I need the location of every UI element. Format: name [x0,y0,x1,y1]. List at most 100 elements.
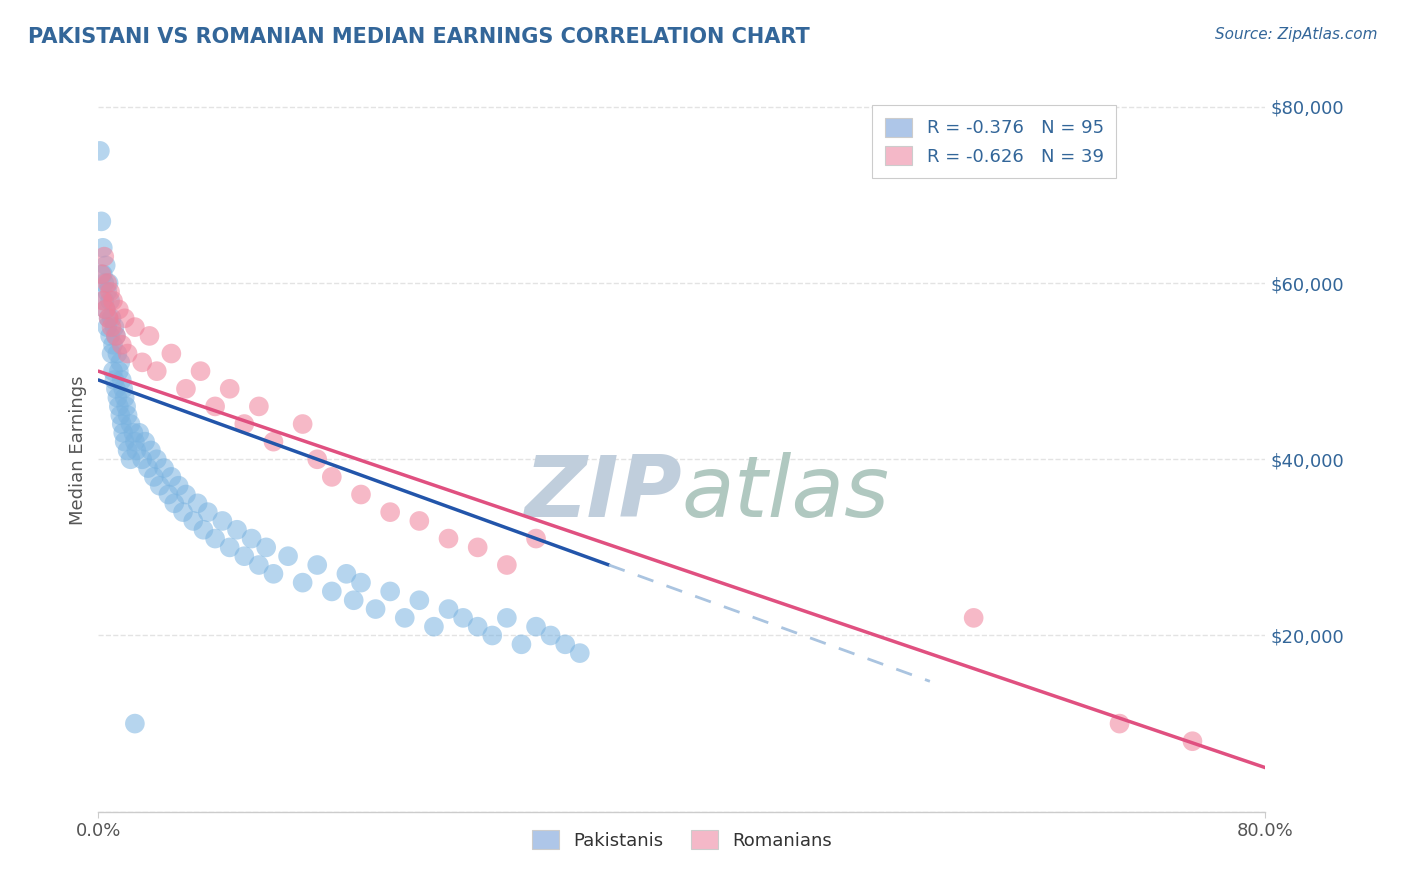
Legend: Pakistanis, Romanians: Pakistanis, Romanians [524,823,839,857]
Point [364,602,387,616]
Point [97,276,120,290]
Point [350,575,373,590]
Point [343,593,366,607]
Point [91,241,114,255]
Point [91,293,114,308]
Point [174,382,197,396]
Point [94,259,117,273]
Text: PAKISTANI VS ROMANIAN MEDIAN EARNINGS CORRELATION CHART: PAKISTANI VS ROMANIAN MEDIAN EARNINGS CO… [28,27,810,46]
Point [89,144,111,158]
Point [124,320,146,334]
Point [93,293,115,308]
Point [437,602,460,616]
Point [101,337,124,351]
Point [114,311,136,326]
Point [451,611,474,625]
Point [218,382,240,396]
Point [136,461,159,475]
Point [524,620,547,634]
Point [110,408,132,422]
Point [149,479,172,493]
Point [104,329,127,343]
Point [1108,716,1130,731]
Point [226,523,249,537]
Point [291,575,314,590]
Point [962,611,984,625]
Point [105,391,128,405]
Point [1181,734,1204,748]
Point [163,496,186,510]
Point [467,541,489,555]
Point [128,425,150,440]
Point [98,329,121,343]
Point [193,523,215,537]
Point [96,320,118,334]
Point [114,434,136,449]
Point [108,364,131,378]
Point [146,364,169,378]
Point [97,311,120,326]
Point [218,541,240,555]
Point [91,267,114,281]
Point [94,302,117,317]
Point [174,487,197,501]
Point [211,514,233,528]
Point [112,382,135,396]
Point [423,620,446,634]
Text: atlas: atlas [682,452,890,535]
Point [103,373,125,387]
Point [101,293,124,308]
Point [540,628,562,642]
Point [380,505,402,519]
Point [125,443,148,458]
Point [496,611,519,625]
Text: ZIP: ZIP [524,452,682,535]
Point [90,267,112,281]
Point [262,434,284,449]
Point [138,329,160,343]
Point [277,549,299,564]
Point [380,584,402,599]
Point [108,400,131,414]
Point [100,320,122,334]
Point [321,584,343,599]
Point [204,532,226,546]
Point [554,637,576,651]
Point [247,400,270,414]
Point [105,346,128,360]
Text: Source: ZipAtlas.com: Source: ZipAtlas.com [1215,27,1378,42]
Point [157,487,180,501]
Point [96,285,118,299]
Point [335,566,357,581]
Point [510,637,533,651]
Point [117,443,139,458]
Point [167,479,190,493]
Point [233,549,256,564]
Point [307,452,329,467]
Point [111,373,134,387]
Point [104,382,127,396]
Point [131,452,153,467]
Point [437,532,460,546]
Point [96,276,118,290]
Point [103,320,125,334]
Point [93,250,115,264]
Point [139,443,162,458]
Point [160,470,183,484]
Point [142,470,165,484]
Point [101,364,124,378]
Point [134,434,156,449]
Point [104,329,127,343]
Point [117,408,139,422]
Point [408,514,430,528]
Point [124,716,146,731]
Point [160,346,183,360]
Point [254,541,277,555]
Point [111,417,134,431]
Point [568,646,591,660]
Point [197,505,219,519]
Point [98,293,121,308]
Point [350,487,373,501]
Point [98,285,121,299]
Point [481,628,503,642]
